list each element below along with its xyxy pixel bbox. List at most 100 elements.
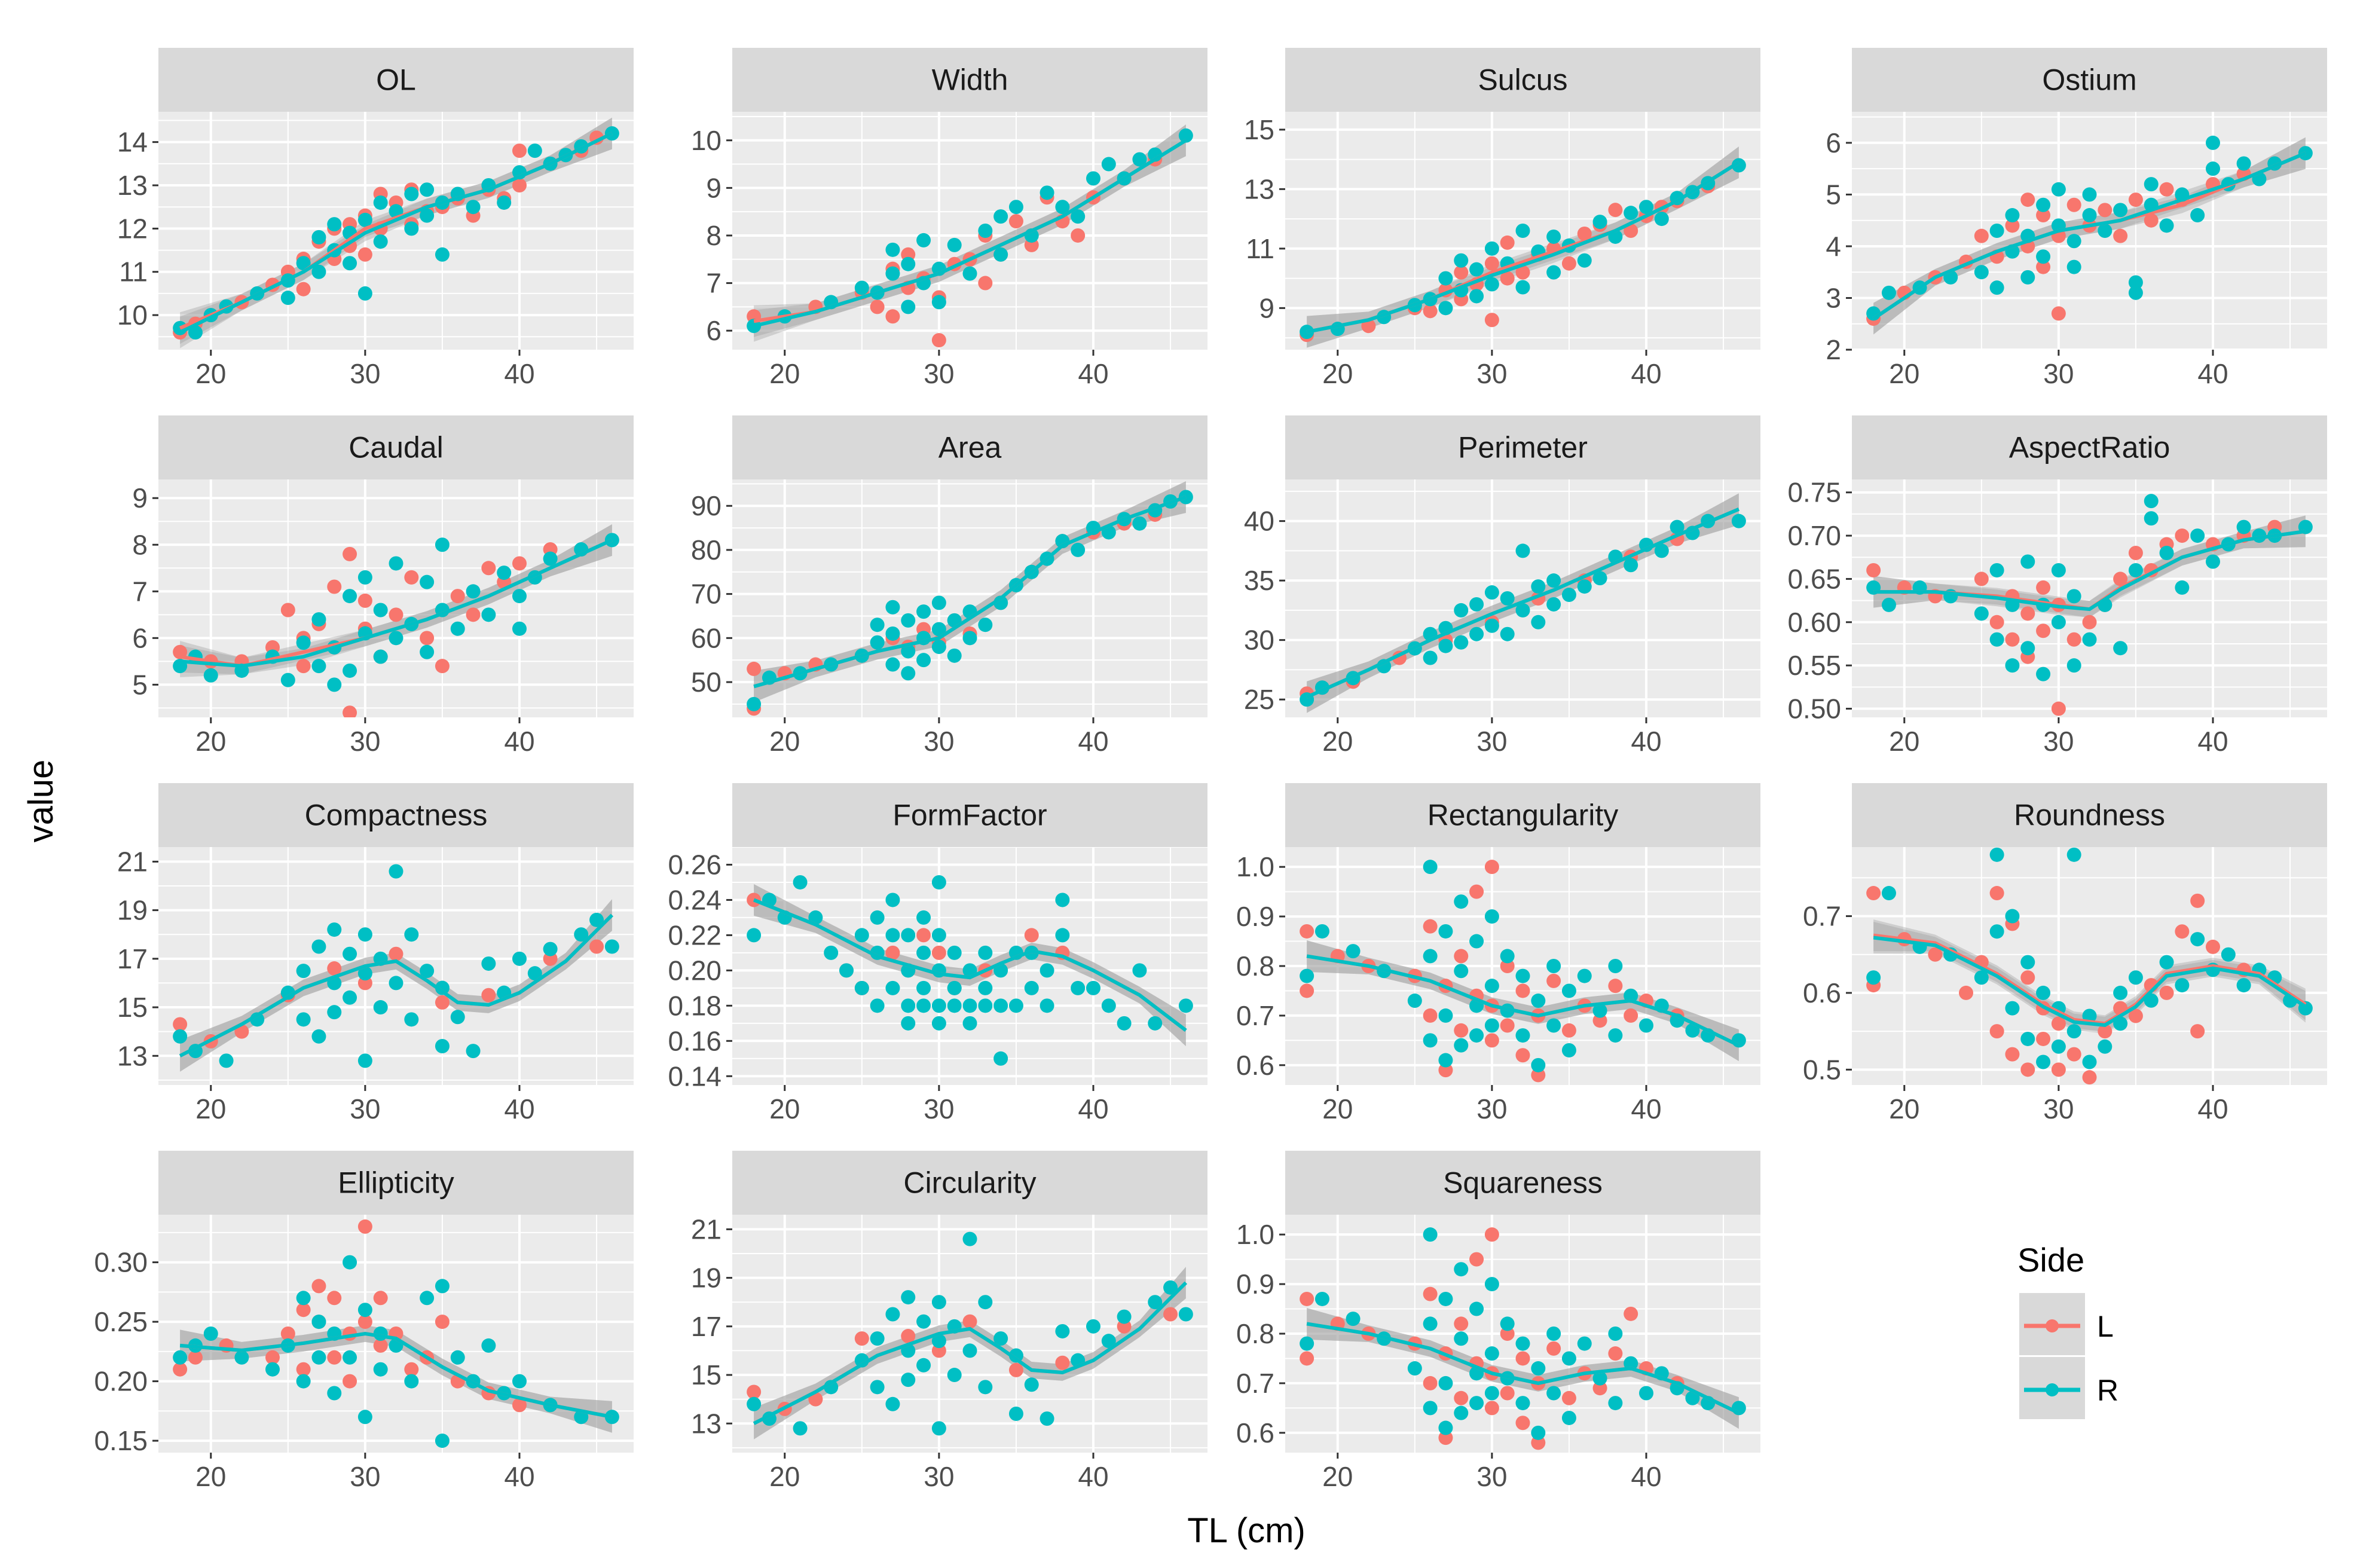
y-tick-ol-14: 14 — [117, 127, 148, 158]
y-tick-ostium-3: 3 — [1826, 282, 1841, 313]
y-tick-aspectratio-0-50: 0.50 — [1787, 693, 1841, 725]
smooth-line-formfactor-r — [753, 898, 1187, 1032]
point-circularity-l-4 — [901, 1329, 916, 1344]
point-roundness-r-17 — [2082, 1054, 2097, 1069]
point-ostium-r-20 — [2113, 203, 2128, 218]
point-width-r-14 — [962, 266, 977, 281]
panel-perimeter: Perimeter 25 30 35 40 20 30 40 — [1244, 415, 1760, 757]
point-squareness-l-5 — [1423, 1376, 1438, 1390]
point-roundness-l-14 — [2051, 1016, 2066, 1031]
point-formfactor-r-4 — [808, 910, 823, 925]
x-tick-area-40: 40 — [1078, 726, 1108, 757]
x-tick-ol-30: 30 — [350, 358, 380, 389]
point-squareness-l-18 — [1515, 1351, 1530, 1366]
point-aspectratio-r-5 — [1989, 563, 2004, 577]
point-roundness-l-18 — [2098, 1024, 2113, 1039]
point-formfactor-r-47 — [1055, 928, 1070, 943]
point-circularity-r-6 — [870, 1380, 885, 1395]
y-tick-rectangularity-0-7: 0.7 — [1236, 1000, 1274, 1031]
point-squareness-l-25 — [1592, 1381, 1607, 1396]
point-sulcus-r-9 — [1469, 289, 1484, 304]
point-squareness-r-16 — [1469, 1396, 1484, 1411]
point-aspectratio-l-16 — [2113, 571, 2128, 586]
point-ellipticity-r-30 — [604, 1410, 619, 1425]
point-area-r-18 — [931, 595, 946, 610]
strip-circularity — [732, 1151, 1207, 1215]
point-squareness-r-31 — [1592, 1371, 1607, 1386]
point-caudal-l-8 — [327, 579, 342, 594]
point-formfactor-r-44 — [1040, 998, 1054, 1013]
y-tick-area-80: 80 — [691, 534, 722, 566]
point-ostium-l-8 — [2020, 192, 2035, 207]
point-rectangularity-r-1 — [1314, 924, 1329, 939]
panel-rectangularity: Rectangularity 0.6 0.7 0.8 0.9 1.0 20 30 40 — [1236, 783, 1760, 1124]
y-tick-squareness-0-9: 0.9 — [1236, 1269, 1274, 1300]
strip-formfactor — [732, 783, 1207, 847]
panel-circularity: Circularity 13 15 17 19 21 20 30 40 — [691, 1151, 1207, 1492]
x-tick-sulcus-40: 40 — [1631, 358, 1661, 389]
point-circularity-r-22 — [978, 1380, 993, 1395]
point-ellipticity-r-23 — [450, 1350, 465, 1365]
y-tick-sulcus-11: 11 — [1246, 233, 1274, 264]
smooth-line-caudal-r — [179, 538, 613, 668]
panel-compactness: Compactness 13 15 17 19 21 20 30 40 — [117, 783, 634, 1124]
point-ellipticity-r-3 — [234, 1350, 249, 1365]
point-ellipticity-l-23 — [512, 1398, 527, 1413]
point-sulcus-r-29 — [1731, 158, 1746, 173]
point-width-r-16 — [993, 247, 1008, 262]
point-perimeter-r-20 — [1531, 615, 1546, 629]
gridlines-sulcus — [1285, 112, 1760, 350]
point-sulcus-l-8 — [1484, 313, 1499, 328]
point-area-r-10 — [901, 666, 916, 681]
point-rectangularity-r-31 — [1592, 1003, 1607, 1018]
strip-squareness — [1285, 1151, 1760, 1215]
point-formfactor-r-30 — [947, 945, 962, 960]
point-formfactor-r-37 — [993, 1051, 1008, 1066]
y-tick-ol-11: 11 — [119, 256, 148, 288]
x-tick-ellipticity-30: 30 — [350, 1461, 380, 1492]
point-area-r-8 — [885, 626, 900, 641]
point-aspectratio-l-13 — [2066, 632, 2081, 647]
y-tick-perimeter-30: 30 — [1244, 625, 1274, 656]
point-roundness-l-26 — [2205, 939, 2220, 954]
strip-aspectratio — [1852, 415, 2327, 479]
point-circularity-r-13 — [916, 1314, 931, 1329]
point-squareness-l-27 — [1624, 1306, 1638, 1321]
point-perimeter-r-24 — [1577, 579, 1592, 594]
y-tick-ol-10: 10 — [117, 299, 148, 331]
point-sulcus-r-6 — [1438, 271, 1453, 286]
point-rectangularity-l-8 — [1438, 1063, 1453, 1078]
point-aspectratio-r-21 — [2144, 494, 2159, 509]
point-circularity-r-35 — [1178, 1307, 1193, 1322]
point-compactness-r-8 — [311, 1029, 326, 1044]
point-formfactor-r-35 — [978, 980, 993, 995]
point-compactness-r-17 — [373, 1000, 388, 1015]
point-squareness-l-23 — [1561, 1390, 1576, 1405]
point-circularity-r-12 — [916, 1358, 931, 1373]
point-area-l-1 — [747, 661, 762, 676]
point-rectangularity-l-23 — [1561, 1023, 1576, 1038]
point-ellipticity-r-7 — [296, 1291, 311, 1306]
point-perimeter-r-33 — [1731, 514, 1746, 528]
point-squareness-r-11 — [1454, 1331, 1469, 1346]
point-ellipticity-l-6 — [296, 1362, 311, 1377]
point-width-r-7 — [901, 299, 916, 314]
x-tick-circularity-20: 20 — [769, 1461, 800, 1492]
y-tick-caudal-9: 9 — [132, 482, 148, 514]
point-rectangularity-l-16 — [1500, 959, 1515, 973]
point-rectangularity-l-10 — [1454, 1023, 1469, 1038]
point-compactness-r-35 — [604, 939, 619, 954]
point-caudal-r-16 — [373, 603, 388, 618]
y-tick-circularity-15: 15 — [691, 1359, 722, 1390]
point-caudal-r-31 — [543, 551, 558, 566]
point-formfactor-r-34 — [978, 998, 993, 1013]
point-ol-r-21 — [420, 208, 435, 223]
point-area-r-17 — [931, 622, 946, 637]
point-ellipticity-r-27 — [512, 1374, 527, 1389]
point-ol-l-6 — [296, 282, 311, 297]
point-roundness-l-4 — [1959, 985, 1974, 1000]
point-circularity-r-14 — [931, 1421, 946, 1436]
point-formfactor-r-22 — [916, 910, 931, 925]
smooth-line-circularity-r — [753, 1281, 1187, 1425]
